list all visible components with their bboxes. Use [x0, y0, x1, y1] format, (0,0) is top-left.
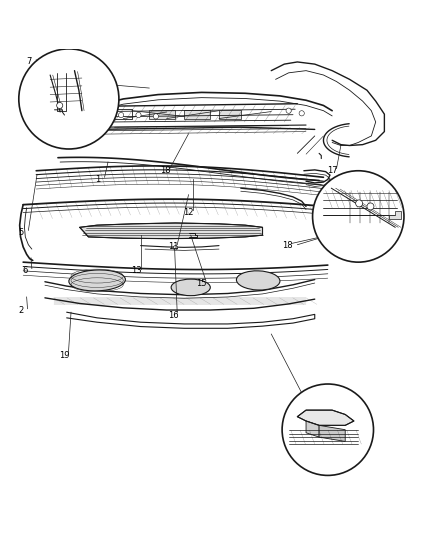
Circle shape [282, 384, 374, 475]
Circle shape [313, 171, 404, 262]
Polygon shape [80, 223, 262, 239]
Text: 18: 18 [160, 166, 171, 175]
Ellipse shape [237, 271, 280, 290]
Circle shape [57, 102, 63, 109]
Polygon shape [389, 211, 401, 220]
Polygon shape [306, 421, 319, 437]
Text: 16: 16 [168, 311, 178, 320]
Text: 5: 5 [19, 228, 24, 237]
Text: 13: 13 [131, 266, 142, 276]
Text: 19: 19 [59, 351, 69, 360]
Text: 11: 11 [168, 243, 178, 252]
Ellipse shape [171, 279, 210, 296]
Text: 2: 2 [18, 306, 23, 316]
Polygon shape [319, 425, 345, 441]
Circle shape [286, 108, 291, 114]
Circle shape [153, 114, 159, 119]
Text: 17: 17 [327, 166, 338, 175]
Text: 7: 7 [27, 58, 32, 67]
Text: 3: 3 [359, 415, 364, 424]
Text: 18: 18 [282, 241, 293, 250]
Text: 15: 15 [196, 279, 207, 287]
Text: 9: 9 [355, 211, 360, 220]
Text: 10: 10 [28, 110, 38, 119]
Polygon shape [297, 410, 354, 425]
Circle shape [136, 112, 141, 118]
Text: 8: 8 [333, 187, 339, 196]
Circle shape [367, 203, 374, 210]
Circle shape [299, 111, 304, 116]
Circle shape [356, 200, 363, 207]
Text: 6: 6 [22, 266, 28, 276]
Circle shape [173, 246, 178, 250]
Text: 12: 12 [184, 207, 194, 216]
Bar [149, 110, 176, 119]
Text: 1: 1 [95, 175, 100, 184]
Ellipse shape [69, 270, 125, 291]
Bar [184, 110, 210, 119]
Text: 4: 4 [321, 437, 326, 446]
Circle shape [118, 112, 124, 118]
Bar [219, 110, 241, 119]
Circle shape [19, 49, 119, 149]
